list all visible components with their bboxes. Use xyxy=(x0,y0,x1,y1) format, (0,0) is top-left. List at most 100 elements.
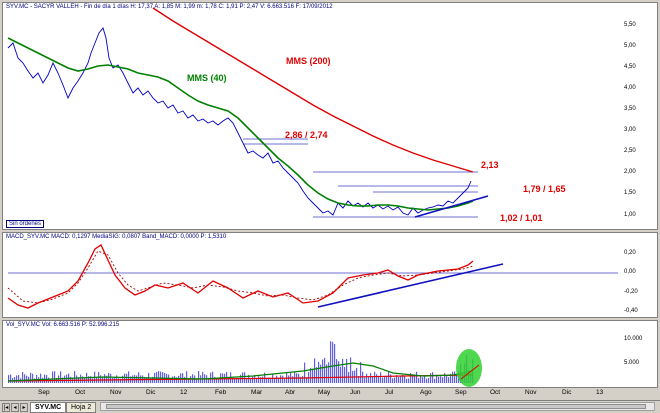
volume-bar xyxy=(424,375,426,383)
macd-panel[interactable]: MACD_SYV.MC MACD: 0,1297 MediaSIG: 0,080… xyxy=(2,232,658,318)
label-level-213: 2,13 xyxy=(481,160,499,170)
volume-bar xyxy=(284,378,286,383)
volume-bar xyxy=(134,375,136,383)
price-title: SYV.MC - SACYR VALLEH - Fin de día 1 día… xyxy=(6,4,333,10)
volume-bar xyxy=(280,375,282,383)
volume-bar xyxy=(8,375,10,383)
volume-bar xyxy=(454,371,456,383)
volume-bar xyxy=(340,366,342,383)
volume-bar xyxy=(320,364,322,383)
volume-bar xyxy=(36,375,38,383)
volume-bar xyxy=(394,377,396,383)
volume-bar xyxy=(252,376,254,383)
volume-bar xyxy=(198,371,200,383)
volume-chart xyxy=(7,341,482,387)
volume-bar xyxy=(386,375,388,383)
volume-bar xyxy=(234,378,236,383)
volume-bar xyxy=(390,374,392,383)
volume-bar xyxy=(396,375,398,383)
volume-bar xyxy=(294,371,296,383)
volume-bar xyxy=(442,377,444,383)
volume-bar xyxy=(242,372,244,383)
volume-ma-red xyxy=(7,374,474,382)
price-panel[interactable]: SYV.MC - SACYR VALLEH - Fin de día 1 día… xyxy=(2,2,658,230)
volume-bar xyxy=(398,376,400,383)
volume-bar xyxy=(184,376,186,383)
volume-bar xyxy=(208,377,210,383)
macd-series xyxy=(7,244,474,309)
tab-first-button[interactable]: |◂ xyxy=(2,403,10,412)
volume-bar xyxy=(278,378,280,383)
volume-bar xyxy=(176,377,178,383)
volume-bar xyxy=(372,376,374,383)
volume-bar xyxy=(324,357,326,383)
volume-title: Vol_SYV.MC Vol: 6.663.516 P: 52.996.215 xyxy=(6,322,120,328)
volume-bar xyxy=(328,362,330,383)
volume-bar xyxy=(456,375,458,383)
volume-bar xyxy=(282,375,284,383)
volume-bar xyxy=(268,377,270,383)
volume-bar xyxy=(270,378,272,383)
macd-axis: 0,20 0,00 -0,20 -0,40 xyxy=(624,250,638,314)
volume-bar xyxy=(14,377,16,383)
volume-bar xyxy=(310,367,312,383)
volume-bar xyxy=(202,372,204,383)
volume-bar xyxy=(302,376,304,383)
volume-bar xyxy=(360,362,362,383)
volume-bar xyxy=(288,375,290,383)
volume-bar xyxy=(158,371,160,383)
label-mms40: MMS (40) xyxy=(187,73,227,83)
volume-bar xyxy=(366,373,368,383)
volume-bar xyxy=(218,377,220,383)
volume-highlight xyxy=(456,349,482,387)
volume-bar xyxy=(304,362,306,383)
sin-ordenes-button[interactable]: Sin órdenes xyxy=(6,220,45,228)
volume-bar xyxy=(330,341,332,383)
volume-bar xyxy=(100,375,102,383)
volume-bar xyxy=(416,371,418,383)
tab-next-button[interactable]: ▸ xyxy=(20,403,28,412)
volume-bar xyxy=(118,378,120,383)
volume-bar xyxy=(244,372,246,383)
volume-bar xyxy=(16,375,18,383)
volume-bar xyxy=(404,376,406,383)
volume-bar xyxy=(412,375,414,383)
volume-bar xyxy=(22,371,24,383)
volume-bar xyxy=(274,378,276,383)
volume-bar xyxy=(334,343,336,383)
mms40-series xyxy=(7,37,474,211)
volume-bar xyxy=(126,373,128,383)
volume-bar xyxy=(40,373,42,383)
volume-bar xyxy=(384,376,386,383)
volume-bar xyxy=(30,372,32,383)
volume-panel[interactable]: Vol_SYV.MC Vol: 6.663.516 P: 52.996.215 xyxy=(2,320,658,388)
volume-bar xyxy=(170,378,172,383)
volume-bar xyxy=(326,364,328,383)
tab-prev-button[interactable]: ◂ xyxy=(11,403,19,412)
volume-bar xyxy=(312,368,314,383)
volume-bar xyxy=(120,378,122,383)
volume-bar xyxy=(52,371,54,383)
volume-bar xyxy=(350,357,352,383)
volume-bar xyxy=(262,376,264,383)
volume-bar xyxy=(318,361,320,383)
volume-bar xyxy=(216,378,218,383)
volume-bar xyxy=(24,374,26,383)
volume-bar xyxy=(400,375,402,383)
volume-bar xyxy=(196,378,198,383)
horizontal-scrollbar[interactable] xyxy=(100,402,655,411)
volume-bar xyxy=(420,375,422,383)
volume-bar xyxy=(74,371,76,383)
volume-bar xyxy=(116,375,118,383)
tab-syv-mc[interactable]: SYV.MC xyxy=(30,402,67,413)
volume-bar xyxy=(238,378,240,383)
scrollbar-thumb[interactable] xyxy=(106,404,646,409)
volume-bar xyxy=(322,359,324,383)
volume-bar xyxy=(214,376,216,383)
volume-bar xyxy=(266,377,268,383)
tab-hoja-2[interactable]: Hoja 2 xyxy=(66,402,97,413)
volume-bar xyxy=(80,374,82,383)
volume-bar xyxy=(440,376,442,383)
volume-bar xyxy=(410,373,412,383)
volume-bar xyxy=(332,341,334,383)
